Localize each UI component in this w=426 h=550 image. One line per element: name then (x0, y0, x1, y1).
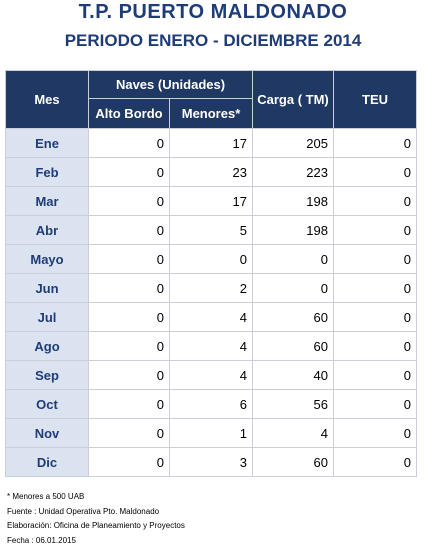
cell-carga: 198 (252, 186, 334, 216)
cell-menores: 6 (169, 389, 253, 419)
cell-alto-bordo: 0 (88, 128, 170, 158)
table-row: Dic 0 3 60 0 (5, 447, 417, 477)
cell-menores: 17 (169, 128, 253, 158)
cell-mes: Mar (5, 186, 89, 216)
table-row: Feb 0 23 223 0 (5, 157, 417, 187)
cell-carga: 0 (252, 244, 334, 274)
cell-mes: Jul (5, 302, 89, 332)
cell-teu: 0 (333, 244, 417, 274)
footnote-elaboracion: Elaboración: Oficina de Planeamiento y P… (7, 521, 185, 530)
cell-alto-bordo: 0 (88, 447, 170, 477)
cell-mes: Sep (5, 360, 89, 390)
page-subtitle: PERIODO ENERO - DICIEMBRE 2014 (64, 31, 362, 50)
cell-mes: Ene (5, 128, 89, 158)
cell-teu: 0 (333, 418, 417, 448)
cell-carga: 223 (252, 157, 334, 187)
header-menores: Menores* (169, 98, 253, 129)
cell-carga: 4 (252, 418, 334, 448)
cell-teu: 0 (333, 331, 417, 361)
cell-alto-bordo: 0 (88, 157, 170, 187)
cell-menores: 1 (169, 418, 253, 448)
footnote-fecha: Fecha : 06.01.2015 (7, 535, 76, 545)
cell-carga: 198 (252, 215, 334, 245)
cell-alto-bordo: 0 (88, 215, 170, 245)
header-mes: Mes (5, 70, 89, 129)
cell-teu: 0 (333, 215, 417, 245)
cell-mes: Jun (5, 273, 89, 303)
table-row: Jul 0 4 60 0 (5, 302, 417, 332)
cell-mes: Nov (5, 418, 89, 448)
table-row: Ago 0 4 60 0 (5, 331, 417, 361)
header-carga: Carga ( TM) (252, 70, 334, 129)
cell-mes: Abr (5, 215, 89, 245)
cell-menores: 17 (169, 186, 253, 216)
cell-alto-bordo: 0 (88, 302, 170, 332)
cell-menores: 2 (169, 273, 253, 303)
cell-carga: 0 (252, 273, 334, 303)
table-row: Jun 0 2 0 0 (5, 273, 417, 303)
header-naves: Naves (Unidades) (88, 70, 253, 99)
footnote-menores: * Menores a 500 UAB (7, 492, 85, 501)
cell-alto-bordo: 0 (88, 389, 170, 419)
cell-carga: 60 (252, 302, 334, 332)
cell-mes: Ago (5, 331, 89, 361)
header-alto-bordo: Alto Bordo (88, 98, 170, 129)
cell-menores: 23 (169, 157, 253, 187)
cargo-table: Mes Naves (Unidades) Carga ( TM) TEU Alt… (5, 70, 417, 477)
cell-menores: 4 (169, 360, 253, 390)
table-row: Ene 0 17 205 0 (5, 128, 417, 158)
cell-carga: 205 (252, 128, 334, 158)
cell-alto-bordo: 0 (88, 360, 170, 390)
cell-carga: 40 (252, 360, 334, 390)
cell-teu: 0 (333, 186, 417, 216)
cell-alto-bordo: 0 (88, 418, 170, 448)
cell-alto-bordo: 0 (88, 273, 170, 303)
table-row: Nov 0 1 4 0 (5, 418, 417, 448)
cell-mes: Mayo (5, 244, 89, 274)
table-row: Mar 0 17 198 0 (5, 186, 417, 216)
cell-teu: 0 (333, 447, 417, 477)
cell-alto-bordo: 0 (88, 331, 170, 361)
cell-teu: 0 (333, 389, 417, 419)
cell-mes: Dic (5, 447, 89, 477)
table-row: Oct 0 6 56 0 (5, 389, 417, 419)
cell-menores: 5 (169, 215, 253, 245)
cell-teu: 0 (333, 128, 417, 158)
cell-teu: 0 (333, 157, 417, 187)
cell-carga: 60 (252, 447, 334, 477)
cell-carga: 56 (252, 389, 334, 419)
table-body: Ene 0 17 205 0 Feb 0 23 223 0 Mar 0 17 198 0 Abr 0 5 19… (5, 128, 417, 477)
footnotes: * Menores a 500 UAB Fuente : Unidad Oper… (7, 490, 185, 548)
cell-mes: Oct (5, 389, 89, 419)
cell-teu: 0 (333, 360, 417, 390)
cell-carga: 60 (252, 331, 334, 361)
cell-teu: 0 (333, 302, 417, 332)
cell-alto-bordo: 0 (88, 244, 170, 274)
table-row: Abr 0 5 198 0 (5, 215, 417, 245)
cell-alto-bordo: 0 (88, 186, 170, 216)
cell-menores: 3 (169, 447, 253, 477)
cell-teu: 0 (333, 273, 417, 303)
table-row: Mayo 0 0 0 0 (5, 244, 417, 274)
cell-menores: 0 (169, 244, 253, 274)
table-row: Sep 0 4 40 0 (5, 360, 417, 390)
cell-menores: 4 (169, 331, 253, 361)
header-teu: TEU (333, 70, 417, 129)
footnote-fuente: Fuente : Unidad Operativa Pto. Maldonado (7, 506, 160, 516)
cell-menores: 4 (169, 302, 253, 332)
page-title: T.P. PUERTO MALDONADO (78, 1, 348, 23)
cell-mes: Feb (5, 157, 89, 187)
